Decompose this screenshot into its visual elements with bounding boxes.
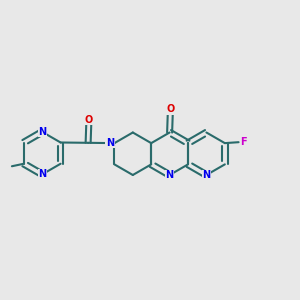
Text: N: N (38, 169, 46, 179)
Text: O: O (85, 115, 93, 125)
Text: N: N (106, 137, 114, 148)
Text: N: N (38, 127, 46, 137)
Text: F: F (240, 137, 247, 147)
Text: N: N (202, 170, 211, 180)
Text: O: O (166, 104, 174, 114)
Text: N: N (166, 170, 174, 180)
